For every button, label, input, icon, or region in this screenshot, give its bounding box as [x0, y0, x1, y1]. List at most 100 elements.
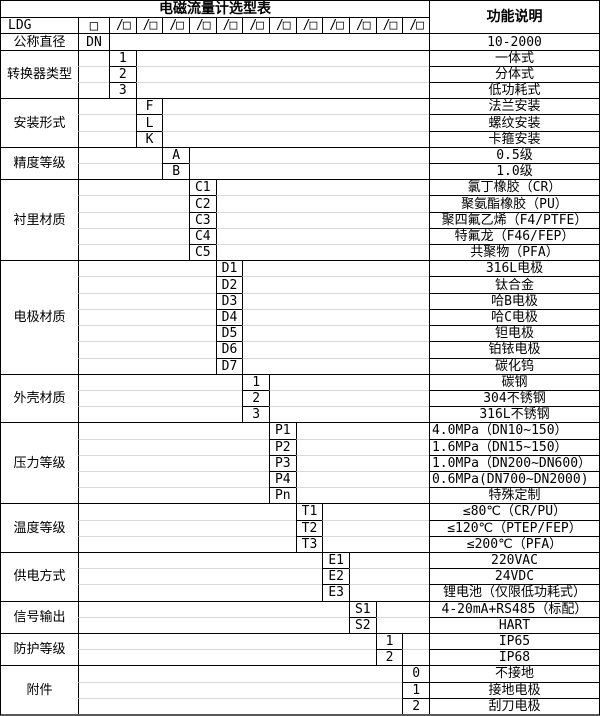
option-code: C4	[188, 227, 216, 245]
model-slot: /□	[268, 17, 296, 34]
left-spacer	[78, 49, 109, 66]
option-code: S2	[348, 616, 376, 633]
option-code: S1	[348, 600, 376, 617]
option-code: E1	[322, 551, 349, 569]
model-prefix: LDG	[1, 17, 78, 33]
right-spacer	[268, 389, 429, 407]
option-desc: HART	[428, 616, 599, 633]
left-spacer	[78, 195, 189, 212]
right-spacer	[162, 114, 429, 131]
function-header: 功能说明	[428, 1, 599, 34]
right-spacer	[295, 454, 429, 471]
option-desc: 锂电池（仅限低功耗式）	[428, 584, 599, 601]
option-code: 2	[109, 65, 136, 83]
right-spacer	[402, 649, 429, 666]
right-spacer	[135, 82, 429, 99]
section-label: 信号输出	[1, 600, 78, 633]
left-spacer	[78, 568, 323, 585]
option-code: L	[135, 114, 163, 131]
option-code: P4	[268, 470, 296, 488]
option-desc: 特氟龙（F46/FEP）	[428, 227, 599, 245]
dn-code: DN	[78, 33, 109, 50]
option-desc: 铂铱电极	[428, 341, 599, 358]
model-slot: /□	[322, 17, 349, 34]
right-spacer	[215, 179, 429, 196]
section-label: 压力等级	[1, 422, 78, 503]
right-spacer	[188, 146, 429, 164]
section-label: 安装形式	[1, 98, 78, 147]
model-slot: /□	[162, 17, 189, 34]
option-code: C2	[188, 195, 216, 212]
left-spacer	[78, 649, 376, 666]
left-spacer	[78, 65, 109, 83]
model-slot: /□	[188, 17, 216, 34]
left-spacer	[78, 697, 403, 714]
option-desc: 聚四氟乙烯（F4/PTFE）	[428, 211, 599, 228]
option-desc: 共聚物（PFA）	[428, 244, 599, 261]
option-desc: 1.0级	[428, 163, 599, 180]
option-desc: 304不锈钢	[428, 389, 599, 407]
right-spacer	[135, 65, 429, 83]
option-code: 0	[402, 665, 429, 682]
right-spacer	[348, 551, 429, 569]
left-spacer	[78, 163, 163, 180]
option-desc: 316L电极	[428, 260, 599, 277]
section-label: 附件	[1, 665, 78, 714]
page-title: 电磁流量计选型表	[158, 1, 271, 18]
right-spacer	[242, 341, 429, 358]
option-desc: 哈B电极	[428, 292, 599, 309]
option-code: D5	[215, 325, 243, 342]
left-spacer	[78, 454, 269, 471]
left-spacer	[78, 535, 296, 552]
left-spacer	[78, 260, 216, 277]
model-first-box: □	[78, 17, 109, 34]
left-spacer	[78, 114, 136, 131]
option-code: 3	[109, 82, 136, 99]
option-desc: 聚氨酯橡胶（PU）	[428, 195, 599, 212]
left-spacer	[78, 389, 243, 407]
option-desc: 接地电极	[428, 681, 599, 698]
right-spacer	[242, 357, 429, 374]
option-code: C3	[188, 211, 216, 228]
left-spacer	[78, 422, 269, 439]
option-desc: IP65	[428, 632, 599, 650]
right-spacer	[162, 130, 429, 147]
option-desc: IP68	[428, 649, 599, 666]
option-desc: 卡箍安装	[428, 130, 599, 147]
left-spacer	[78, 341, 216, 358]
option-code: D3	[215, 292, 243, 309]
option-desc: 低功耗式	[428, 82, 599, 99]
option-code: 2	[375, 649, 403, 666]
option-code: T3	[295, 535, 323, 552]
option-code: A	[162, 146, 189, 164]
option-desc: ≤120℃（PTEP/FEP）	[428, 519, 599, 536]
right-spacer	[348, 584, 429, 601]
option-code: K	[135, 130, 163, 147]
option-desc: 1.0MPa（DN200~DN600）	[428, 454, 599, 471]
right-spacer	[295, 438, 429, 455]
option-code: 3	[242, 406, 269, 423]
option-code: 1	[109, 49, 136, 66]
option-code: Pn	[268, 487, 296, 504]
right-spacer	[242, 276, 429, 293]
left-spacer	[78, 616, 349, 633]
option-desc: 碳化钨	[428, 357, 599, 374]
right-spacer	[295, 470, 429, 488]
option-desc: ≤200℃（PFA）	[428, 535, 599, 552]
left-spacer	[78, 681, 403, 698]
right-spacer	[242, 325, 429, 342]
left-spacer	[78, 584, 323, 601]
option-desc: 碳钢	[428, 373, 599, 390]
option-code: D1	[215, 260, 243, 277]
left-spacer	[78, 470, 269, 488]
option-code: C1	[188, 179, 216, 196]
section-label: 衬里材质	[1, 179, 78, 260]
right-spacer	[215, 244, 429, 261]
option-code: T2	[295, 519, 323, 536]
section-label: 电极材质	[1, 260, 78, 373]
option-code: P2	[268, 438, 296, 455]
section-label: 温度等级	[1, 503, 78, 552]
option-code: B	[162, 163, 189, 180]
left-spacer	[78, 519, 296, 536]
